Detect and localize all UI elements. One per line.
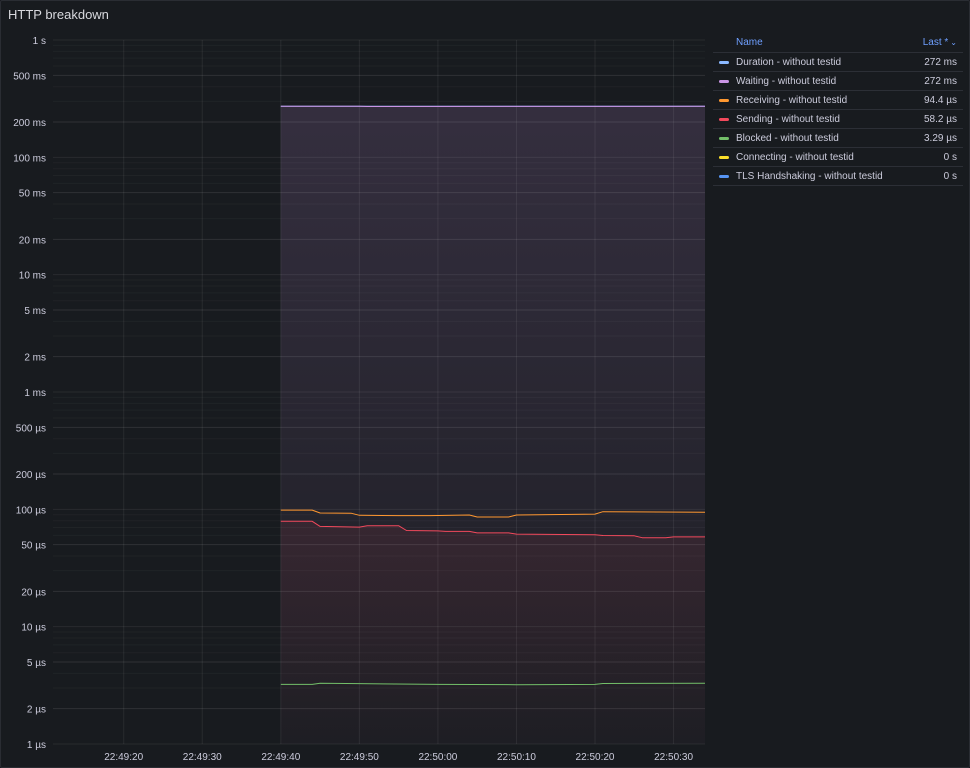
legend-item[interactable]: Sending - without testid 58.2 µs (713, 110, 963, 129)
legend-item[interactable]: Duration - without testid 272 ms (713, 53, 963, 72)
x-tick-label: 22:49:30 (183, 752, 222, 763)
time-series-chart[interactable]: 1 s 500 ms 200 ms 100 ms 50 ms 20 ms 10 ms 5 ms… (1, 1, 713, 767)
series-color-swatch (719, 174, 729, 178)
legend-item-name: Blocked - without testid (736, 132, 839, 144)
y-tick-label: 2 ms (24, 353, 46, 364)
legend-item-last-value: 58.2 µs (923, 113, 957, 125)
legend-item-last-value: 272 ms (924, 56, 957, 68)
y-tick-label: 200 ms (13, 118, 46, 129)
series-line[interactable] (280, 509, 706, 518)
series-color-swatch (719, 155, 729, 159)
y-tick-label: 5 µs (27, 658, 46, 669)
y-tick-label: 50 µs (21, 541, 46, 552)
x-tick-label: 22:50:20 (576, 752, 615, 763)
series-line[interactable] (280, 682, 706, 686)
y-tick-label: 1 µs (27, 740, 46, 751)
y-tick-label: 1 ms (24, 388, 46, 399)
x-axis: 22:49:20 22:49:30 22:49:40 22:49:50 22:50:00… (104, 752, 693, 763)
y-tick-label: 50 ms (19, 189, 46, 200)
legend-item-name: Receiving - without testid (736, 94, 848, 106)
x-tick-label: 22:50:10 (497, 752, 536, 763)
legend-item-name: TLS Handshaking - without testid (736, 170, 883, 182)
series-lines[interactable] (280, 105, 706, 686)
chevron-down-icon: ⌄ (950, 38, 957, 47)
legend-last-label: Last * (922, 37, 949, 48)
legend-item-last-value: 3.29 µs (923, 132, 957, 144)
series-color-swatch (719, 98, 729, 102)
y-tick-label: 1 s (33, 36, 46, 47)
series-fills (280, 106, 705, 745)
y-tick-label: 500 ms (13, 71, 46, 82)
y-tick-label: 200 µs (16, 470, 46, 481)
legend-item-name: Sending - without testid (736, 113, 840, 125)
legend-item-name: Waiting - without testid (736, 75, 837, 87)
y-axis: 1 s 500 ms 200 ms 100 ms 50 ms 20 ms 10 ms 5 ms… (13, 36, 46, 751)
y-tick-label: 500 µs (16, 423, 46, 434)
legend-item[interactable]: TLS Handshaking - without testid 0 s (713, 167, 963, 186)
legend-item[interactable]: Blocked - without testid 3.29 µs (713, 129, 963, 148)
series-color-swatch (719, 117, 729, 121)
series-area-fill (280, 521, 705, 744)
panel-title[interactable]: HTTP breakdown (8, 7, 109, 22)
y-tick-label: 10 µs (21, 623, 46, 634)
legend-item-last-value: 0 s (943, 170, 957, 182)
y-tick-label: 10 ms (19, 271, 46, 282)
y-tick-label: 5 ms (24, 306, 46, 317)
legend-table: Name Last * ⌄ Duration - without testid 27… (713, 33, 963, 186)
x-tick-label: 22:50:30 (654, 752, 693, 763)
series-line[interactable] (280, 520, 705, 539)
legend-item-last-value: 272 ms (924, 75, 957, 87)
x-tick-label: 22:50:00 (418, 752, 457, 763)
legend-header: Name Last * ⌄ (713, 33, 963, 53)
y-tick-label: 100 ms (13, 153, 46, 164)
x-tick-label: 22:49:40 (261, 752, 300, 763)
y-tick-label: 100 µs (16, 505, 46, 516)
legend-name-header[interactable]: Name (736, 37, 763, 48)
y-tick-label: 20 µs (21, 587, 46, 598)
legend-item[interactable]: Connecting - without testid 0 s (713, 148, 963, 167)
series-color-swatch (719, 60, 729, 64)
y-tick-label: 2 µs (27, 705, 46, 716)
legend-rows: Duration - without testid 272 ms Waiting -… (713, 53, 963, 186)
legend-item-last-value: 94.4 µs (923, 94, 957, 106)
series-color-swatch (719, 136, 729, 140)
x-tick-label: 22:49:20 (104, 752, 143, 763)
y-tick-label: 20 ms (19, 235, 46, 246)
legend-item-last-value: 0 s (943, 151, 957, 163)
legend-item[interactable]: Waiting - without testid 272 ms (713, 72, 963, 91)
grid-lines (53, 39, 705, 745)
x-tick-label: 22:49:50 (340, 752, 379, 763)
legend-item-name: Connecting - without testid (736, 151, 854, 163)
series-color-swatch (719, 79, 729, 83)
legend-item-name: Duration - without testid (736, 56, 842, 68)
legend-last-header[interactable]: Last * ⌄ (923, 37, 957, 48)
legend-item[interactable]: Receiving - without testid 94.4 µs (713, 91, 963, 110)
